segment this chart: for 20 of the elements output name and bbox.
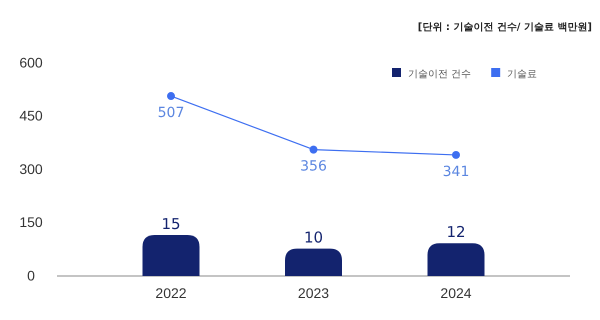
text: [단위 : 기술이전 건수/ 기술료 백만원] [418, 22, 592, 33]
data-label: 507 [158, 105, 184, 122]
data-label: 356 [300, 158, 327, 175]
x-tick-label: 2024 [440, 284, 472, 301]
point [167, 92, 175, 100]
x-tick-label: 2022 [155, 284, 187, 301]
y-tick-label: 0 [27, 267, 36, 284]
y-tick-label: 600 [19, 54, 43, 70]
data-label: 12 [446, 223, 466, 242]
point [452, 150, 460, 159]
legend-label: 기술이전 건수 [408, 69, 472, 80]
x-tick-label: 2023 [298, 284, 330, 301]
y-tick-label: 150 [19, 214, 43, 230]
data-label: 15 [161, 215, 181, 233]
data-label: 341 [442, 164, 470, 180]
point [310, 146, 318, 154]
y-tick-label: 300 [19, 160, 43, 177]
data-label: 10 [304, 228, 324, 247]
legend-label: 기술료 [507, 69, 538, 80]
y-tick-label: 450 [19, 108, 43, 124]
